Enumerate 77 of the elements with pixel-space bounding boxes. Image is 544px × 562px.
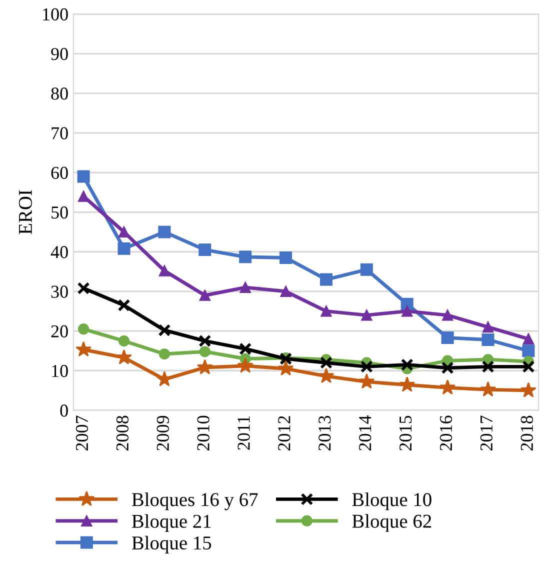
point xyxy=(360,263,373,276)
x-tick-label: 2007 xyxy=(76,416,88,450)
y-tick-label: 100 xyxy=(43,8,68,20)
point xyxy=(482,333,494,346)
point xyxy=(240,282,251,293)
y-tick-label: 90 xyxy=(51,48,68,60)
point xyxy=(320,356,332,369)
point xyxy=(76,341,92,357)
legend-label: Bloque 15 xyxy=(132,536,212,554)
point xyxy=(441,332,454,344)
point xyxy=(400,358,414,371)
point xyxy=(199,346,210,358)
point xyxy=(320,273,332,286)
point xyxy=(118,335,130,346)
x-tick-label: 2012 xyxy=(278,416,290,450)
x-tick-label: 2010 xyxy=(197,416,210,450)
y-tick-label: 70 xyxy=(52,127,68,140)
point xyxy=(480,381,496,397)
point xyxy=(440,379,456,395)
point xyxy=(482,360,494,373)
point xyxy=(360,360,373,373)
point xyxy=(358,373,375,389)
x-tick-label: 2014 xyxy=(359,415,372,450)
point xyxy=(402,306,413,317)
point xyxy=(158,265,170,276)
y-tick-label: 30 xyxy=(51,286,68,298)
point xyxy=(77,170,90,183)
point xyxy=(442,310,454,321)
point xyxy=(158,324,171,336)
point xyxy=(441,362,454,374)
x-tick-label: 2013 xyxy=(318,416,331,450)
x-tick-label: 2015 xyxy=(399,416,412,450)
point xyxy=(278,360,294,376)
point xyxy=(361,310,372,321)
y-tick-label: 0 xyxy=(60,404,68,417)
x-tick-label: 2016 xyxy=(440,416,452,450)
y-tick-label: 40 xyxy=(50,246,68,258)
point xyxy=(237,358,254,373)
point xyxy=(399,376,416,392)
x-tick-label: 2009 xyxy=(156,416,169,450)
x-tick-label: 2008 xyxy=(116,416,129,450)
point xyxy=(522,344,535,358)
point xyxy=(280,286,292,297)
point xyxy=(239,250,252,264)
point xyxy=(522,360,535,373)
point xyxy=(78,323,90,335)
legend-label: Bloques 16 y 67 xyxy=(132,492,258,510)
y-tick-label: 20 xyxy=(51,325,68,338)
y-axis-title: EROI xyxy=(18,190,32,234)
point xyxy=(118,226,130,238)
point xyxy=(522,333,534,344)
legend-label: Bloque 62 xyxy=(352,514,432,532)
point xyxy=(118,299,130,312)
x-tick-label: 2017 xyxy=(480,416,493,450)
point xyxy=(196,359,213,374)
point xyxy=(199,290,210,301)
point xyxy=(158,348,170,360)
point xyxy=(118,242,130,255)
x-tick-label: 2011 xyxy=(238,416,250,450)
legend-label: Bloque 10 xyxy=(352,492,432,510)
point xyxy=(77,282,90,294)
point xyxy=(239,342,252,356)
y-tick-label: 10 xyxy=(52,364,68,378)
legend-label: Bloque 21 xyxy=(132,514,211,532)
point xyxy=(158,226,171,238)
point xyxy=(520,382,536,398)
y-tick-label: 80 xyxy=(51,88,68,100)
y-tick-label: 60 xyxy=(51,166,68,179)
point xyxy=(320,306,332,317)
point xyxy=(280,251,292,264)
point xyxy=(198,334,212,348)
point xyxy=(482,322,494,333)
point xyxy=(318,368,334,384)
point xyxy=(198,244,212,256)
point xyxy=(116,349,132,364)
y-tick-label: 50 xyxy=(52,206,68,219)
x-tick-label: 2018 xyxy=(520,416,533,450)
